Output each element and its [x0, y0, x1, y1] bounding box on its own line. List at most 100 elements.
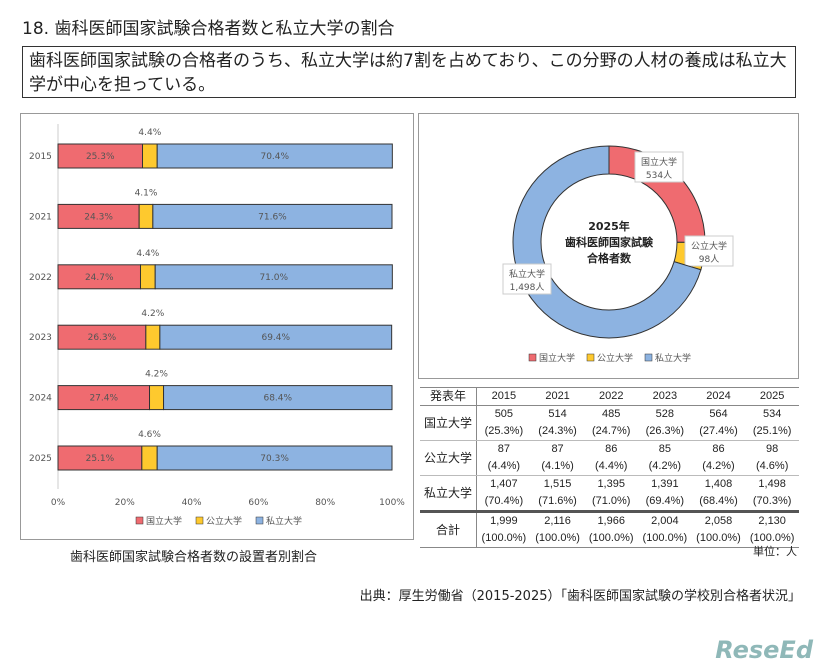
legend-label: 公立大学	[597, 352, 633, 364]
x-tick-label: 80%	[315, 498, 335, 508]
table-cell: 87	[551, 443, 564, 455]
table-cell: (4.1%)	[530, 458, 585, 476]
table-cell: 564	[709, 408, 728, 420]
table-cell: 私立大学	[420, 475, 477, 513]
bar-segment	[152, 203, 393, 229]
data-label: 71.6%	[258, 212, 287, 222]
bar-segment	[163, 385, 393, 411]
table-cell: 1,391	[651, 478, 679, 490]
table-cell: 2,058	[704, 515, 733, 527]
table-cell: 2023	[638, 387, 692, 406]
unit-label: 単位：人	[753, 545, 797, 558]
y-tick-label: 2023	[29, 333, 52, 343]
table-row: (25.3%) (24.3%) (24.7%) (26.3%) (27.4%) (25.1…	[420, 423, 799, 441]
table-cell: (24.3%)	[530, 423, 585, 441]
bar-chart-panel: 0% 20% 40% 60% 80% 100% 2015 25.3% 4.4% 70.4% 2021…	[20, 113, 414, 540]
data-label: 70.3%	[260, 454, 289, 464]
data-label: 4.2%	[145, 370, 168, 380]
data-label: 25.3%	[86, 152, 115, 162]
slice-label-box	[502, 263, 552, 295]
table-cell: 98	[766, 443, 779, 455]
table-cell: 1,498	[758, 478, 786, 490]
slice-value: 98人	[699, 254, 719, 265]
table-row: 国立大学 505 514 485 528 564 534	[420, 405, 799, 441]
source-note: 出典：厚生労働省（2015-2025）「歯科医師国家試験の学校別合格者状況」	[359, 589, 801, 604]
bar-chart: 0% 20% 40% 60% 80% 100% 2015 25.3% 4.4% 70.4% 2021…	[29, 124, 405, 527]
table-cell: (71.6%)	[530, 493, 585, 513]
center-title: 合格者数	[587, 251, 632, 265]
table-cell: 1,515	[543, 478, 572, 490]
table-cell: 1,408	[704, 478, 733, 490]
donut-slice	[512, 145, 702, 339]
table-cell: 2024	[691, 387, 746, 406]
legend-swatch	[135, 516, 144, 525]
table-cell: (100.0%)	[476, 530, 531, 548]
bar-segment	[138, 203, 154, 229]
table-cell: (4.6%)	[745, 458, 799, 476]
page-title: 18. 歯科医師国家試験合格者数と私立大学の割合	[22, 19, 395, 39]
table-cell: (25.1%)	[745, 423, 799, 441]
table-cell: 2,130	[758, 515, 786, 527]
table-cell: (4.4%)	[476, 458, 531, 476]
table-row: 私立大学 1,407 1,515 1,395 1,391 1,408 1,498	[420, 475, 799, 513]
slice-name: 国立大学	[641, 156, 677, 168]
table-cell: (71.0%)	[584, 493, 639, 513]
table-cell: (4.2%)	[691, 458, 746, 476]
data-label: 25.1%	[86, 454, 115, 464]
y-tick-label: 2015	[29, 152, 52, 162]
table-cell: (68.4%)	[691, 493, 746, 513]
y-tick-label: 2025	[29, 454, 52, 464]
x-tick-label: 20%	[115, 498, 135, 508]
bar-segment	[159, 324, 393, 350]
legend-label: 国立大学	[146, 515, 182, 527]
data-label: 71.0%	[259, 273, 288, 283]
table-cell: (24.7%)	[584, 423, 639, 441]
y-tick-label: 2024	[29, 394, 52, 404]
table-cell: 合計	[420, 511, 477, 548]
table-cell: (100.0%)	[638, 530, 692, 548]
x-tick-label: 0%	[51, 498, 66, 508]
table-cell: (100.0%)	[530, 530, 585, 548]
donut-chart-panel: 国立大学 534人 公立大学 98人 私立大学 1,498人 2025年 歯科医師国家試験 合格…	[418, 113, 799, 379]
data-label: 68.4%	[263, 394, 292, 404]
table-cell: (69.4%)	[638, 493, 692, 513]
x-tick-label: 60%	[248, 498, 268, 508]
table-cell: 1,999	[490, 515, 518, 527]
data-label: 4.4%	[136, 249, 159, 259]
table-cell: (70.3%)	[745, 493, 799, 513]
slice-name: 公立大学	[691, 240, 727, 252]
table-cell: 2,116	[544, 515, 571, 527]
data-table: 発表年 2015 2021 2022 2023 2024 2025 国立大学 505 514 485…	[420, 387, 799, 548]
table-cell: (100.0%)	[584, 530, 639, 548]
table-row: (70.4%) (71.6%) (71.0%) (69.4%) (68.4%) (70.3…	[420, 493, 799, 513]
slice-label-box	[634, 151, 684, 183]
table-row: (4.4%) (4.1%) (4.4%) (4.2%) (4.2%) (4.6%)	[420, 458, 799, 476]
y-tick-label: 2021	[29, 212, 52, 222]
legend-swatch	[586, 353, 595, 362]
bar-segment	[154, 264, 393, 290]
bar-segment	[156, 143, 393, 169]
slice-value: 1,498人	[510, 282, 545, 293]
table-cell: 86	[605, 443, 618, 455]
table-cell: 85	[658, 443, 671, 455]
table-cell: 発表年	[420, 387, 477, 406]
table-cell: 2025	[745, 387, 799, 406]
table-cell: (4.2%)	[638, 458, 692, 476]
legend-swatch	[255, 516, 264, 525]
legend-swatch	[195, 516, 204, 525]
table-cell: 1,395	[597, 478, 625, 490]
data-label: 27.4%	[89, 394, 118, 404]
legend-swatch	[528, 353, 537, 362]
data-label: 4.6%	[138, 430, 161, 440]
bar-segment	[57, 203, 140, 229]
y-tick-label: 2022	[29, 273, 52, 283]
bar-segment	[149, 385, 165, 411]
bar-segment	[57, 445, 143, 471]
table-cell: 86	[712, 443, 725, 455]
table-row: (100.0%) (100.0%) (100.0%) (100.0%) (100.0%)…	[420, 530, 799, 548]
data-label: 4.4%	[138, 128, 161, 138]
bar-segment	[139, 264, 156, 290]
table-row: 公立大学 87 87 86 85 86 98	[420, 440, 799, 476]
data-label: 70.4%	[260, 152, 289, 162]
chart-caption: 歯科医師国家試験合格者数の設置者別割合	[70, 550, 318, 565]
